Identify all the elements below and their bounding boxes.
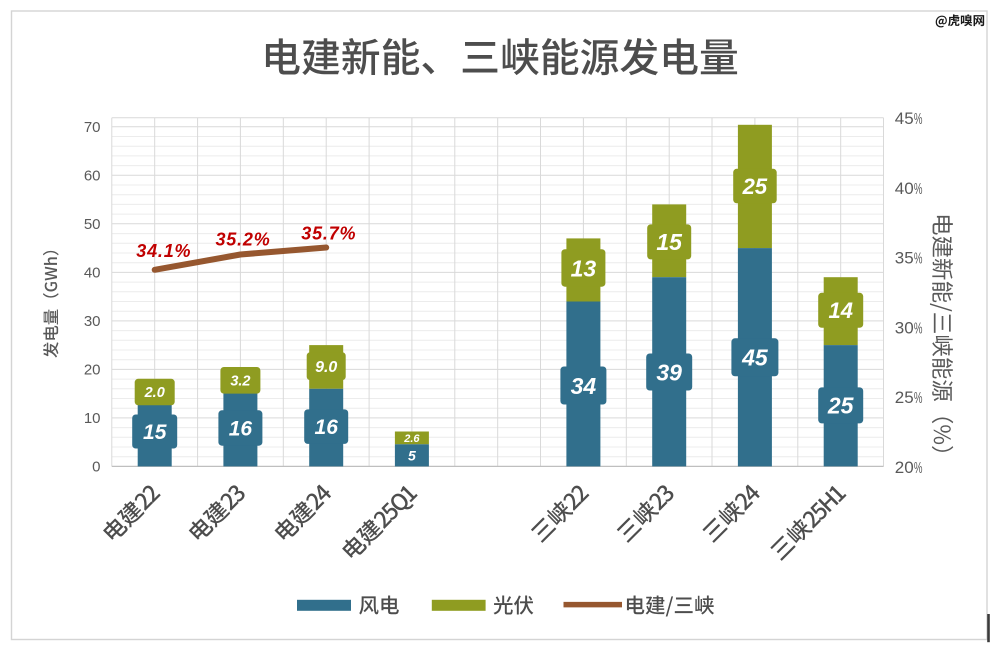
svg-text:34.1%: 34.1% (136, 241, 191, 261)
svg-text:45: 45 (895, 109, 914, 128)
svg-text:%: % (914, 390, 923, 407)
svg-text:%: % (914, 460, 923, 477)
svg-text:25: 25 (827, 393, 855, 419)
svg-text:70: 70 (84, 119, 101, 136)
svg-text:%: % (914, 111, 923, 128)
svg-text:45: 45 (741, 345, 769, 371)
svg-text:25: 25 (895, 388, 914, 407)
svg-text:35.7%: 35.7% (301, 224, 356, 244)
svg-text:9.0: 9.0 (315, 359, 337, 376)
svg-text:15: 15 (143, 421, 167, 444)
svg-text:%: % (914, 251, 923, 268)
svg-text:2.6: 2.6 (403, 433, 420, 445)
svg-text:16: 16 (229, 418, 253, 441)
svg-text:40: 40 (895, 179, 914, 198)
svg-text:0: 0 (92, 459, 100, 476)
svg-text:34: 34 (571, 373, 597, 399)
svg-text:25: 25 (742, 174, 768, 199)
svg-text:30: 30 (895, 318, 914, 337)
svg-text:3.2: 3.2 (230, 374, 250, 390)
svg-text:20: 20 (895, 458, 914, 477)
svg-text:2.0: 2.0 (144, 385, 165, 401)
svg-text:13: 13 (571, 255, 597, 281)
svg-text:20: 20 (84, 362, 101, 379)
svg-text:39: 39 (656, 359, 682, 385)
svg-text:%: % (914, 181, 923, 198)
svg-text:16: 16 (315, 416, 339, 439)
svg-text:40: 40 (84, 265, 101, 282)
svg-text:35: 35 (895, 249, 914, 268)
svg-text:%: % (914, 320, 923, 337)
svg-text:15: 15 (656, 229, 683, 255)
svg-text:35.2%: 35.2% (215, 230, 270, 250)
svg-text:5: 5 (408, 447, 416, 463)
svg-text:14: 14 (828, 298, 852, 323)
svg-text:50: 50 (84, 216, 101, 233)
svg-text:30: 30 (84, 313, 101, 330)
svg-text:60: 60 (84, 168, 101, 185)
svg-text:10: 10 (84, 410, 101, 427)
